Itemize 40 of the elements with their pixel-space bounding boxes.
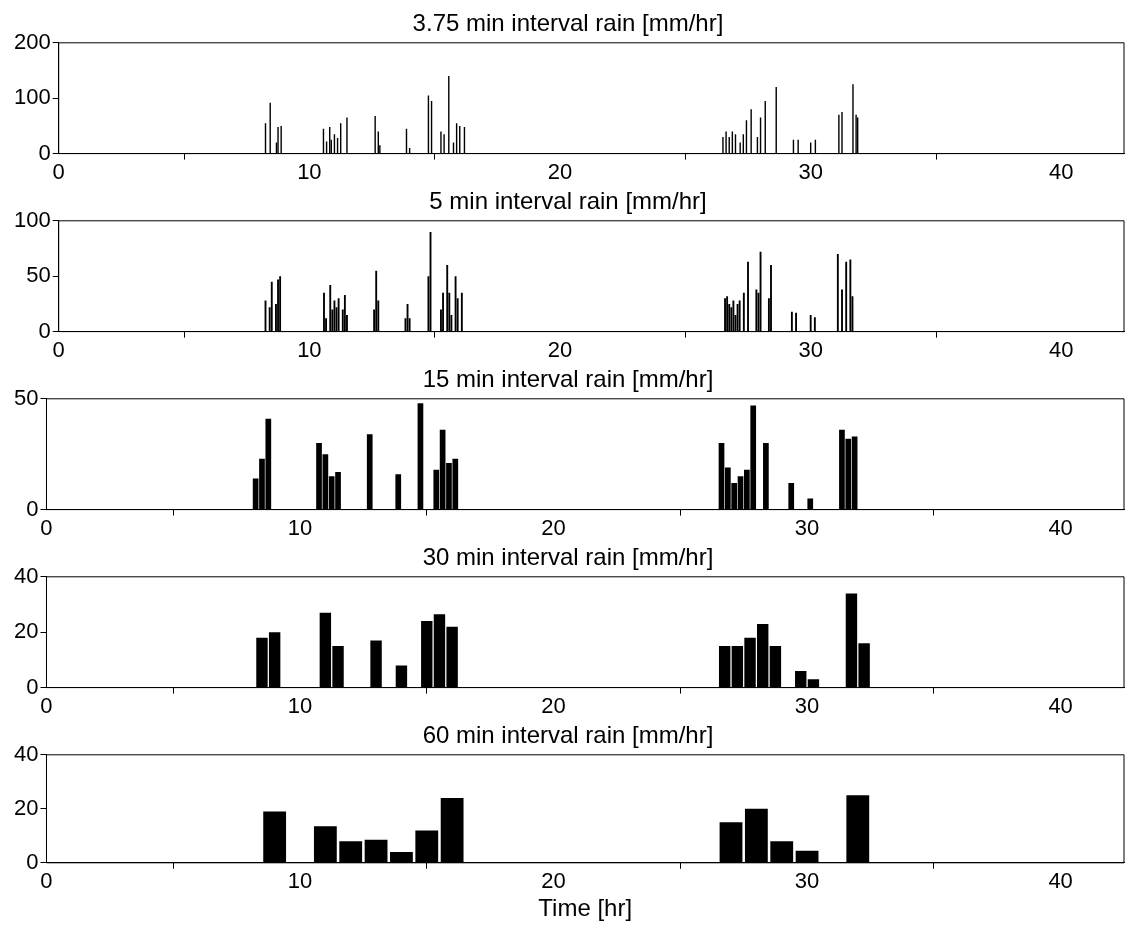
x-tick-label: 30 [794,868,820,894]
x-tick-label: 10 [287,514,313,540]
x-tick-label: 10 [287,692,313,718]
y-tick-label: 0 [38,317,51,343]
x-tick-label: 40 [1049,158,1074,184]
x-tick-label: 30 [798,336,823,362]
x-tick-label: 20 [541,868,566,894]
y-tick-label: 20 [13,618,39,644]
chart-title: 5 min interval rain [mm/hr] [429,187,707,215]
y-tick-label: 20 [13,794,39,820]
x-axis-title: Time [hr] [538,894,633,922]
x-tick-label: 30 [794,692,820,718]
chart-title: 60 min interval rain [mm/hr] [422,721,714,749]
x-tick-label: 10 [297,336,322,362]
y-tick-label: 0 [26,673,39,699]
x-tick-label: 20 [541,514,566,540]
chart-title: 3.75 min interval rain [mm/hr] [412,9,724,37]
x-tick-label: 40 [1048,514,1073,540]
y-tick-label: 50 [26,262,51,288]
y-tick-label: 40 [13,740,39,766]
y-tick-label: 0 [26,495,39,521]
y-tick-label: 0 [38,139,51,165]
x-tick-label: 10 [297,158,322,184]
x-tick-label: 30 [794,514,820,540]
chart-title: 15 min interval rain [mm/hr] [422,365,714,393]
x-tick-label: 10 [287,868,313,894]
y-tick-label: 100 [13,206,51,232]
x-tick-label: 20 [547,336,573,362]
x-tick-label: 40 [1048,692,1073,718]
y-tick-label: 40 [13,562,39,588]
y-tick-label: 0 [26,848,39,874]
x-tick-label: 40 [1048,868,1073,894]
y-tick-label: 50 [13,384,39,410]
x-tick-label: 20 [547,158,573,184]
chart-title: 30 min interval rain [mm/hr] [422,543,714,571]
x-tick-label: 40 [1049,336,1074,362]
x-tick-label: 30 [798,158,823,184]
y-tick-label: 200 [13,28,51,54]
y-tick-label: 100 [13,84,51,110]
x-tick-label: 20 [541,692,566,718]
